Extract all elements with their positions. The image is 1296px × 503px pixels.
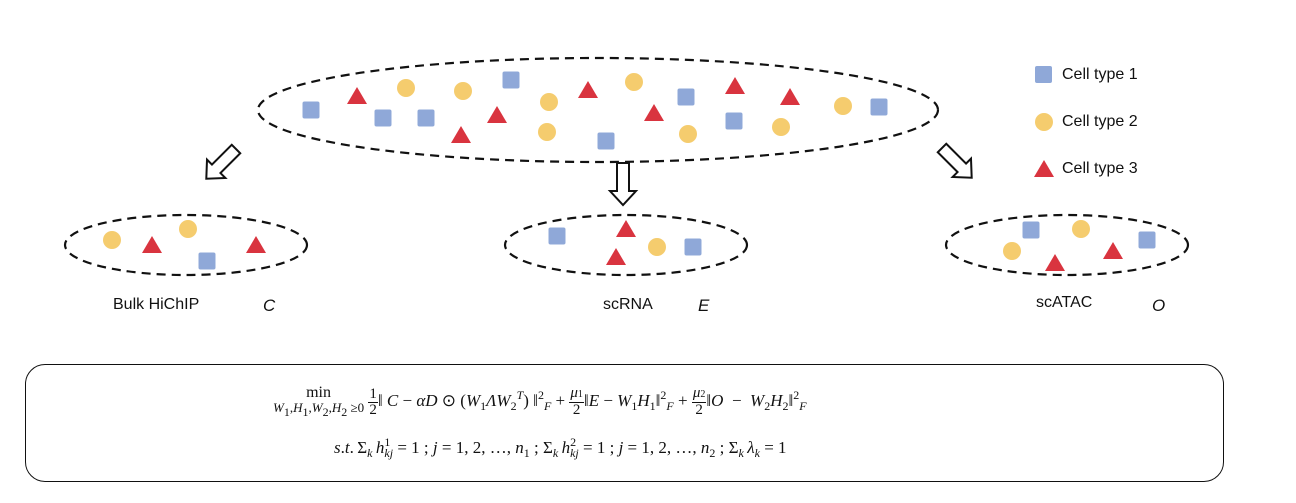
population-ellipse <box>256 56 940 164</box>
constraints: s.t. Σk h1kj = 1 ; j = 1, 2, …, n1 ; Σk … <box>334 435 787 460</box>
scrna-label: scRNA <box>603 296 653 313</box>
legend-label-cell-type-3: Cell type 3 <box>1062 160 1138 177</box>
cell-type-2-circle <box>179 220 197 238</box>
cell-type-2-circle <box>1003 242 1021 260</box>
bulk-hichip-symbol: C <box>263 296 276 315</box>
cell-type-1-square <box>725 112 743 130</box>
cell-type-2-circle <box>648 238 666 256</box>
cell-type-2-circle <box>538 123 556 141</box>
cell-type-3-triangle <box>725 77 745 94</box>
cell-type-3-triangle <box>616 220 636 237</box>
cell-type-1-square <box>417 109 435 127</box>
cell-type-1-square <box>597 132 615 150</box>
cell-type-1-square <box>374 109 392 127</box>
legend-triangle-icon <box>1034 160 1054 177</box>
objective-function: min W1,H1,W2,H2 ≥0 1 2 ‖ C − αD ⊙ (W1ΛW2T)… <box>273 384 807 420</box>
cell-type-3-triangle <box>578 81 598 98</box>
cell-type-2-circle <box>103 231 121 249</box>
cell-type-1-square <box>302 101 320 119</box>
cell-type-2-circle <box>625 73 643 91</box>
cell-type-1-square <box>502 71 520 89</box>
cell-type-3-triangle <box>1103 242 1123 259</box>
arrow-to-scatac <box>936 142 973 179</box>
bulk-hichip-label: Bulk HiChIP <box>113 296 200 313</box>
population-cells <box>302 71 888 150</box>
legend-circle-icon <box>1035 113 1053 131</box>
cell-type-1-square <box>198 252 216 270</box>
cell-type-2-circle <box>540 93 558 111</box>
scrna-symbol: E <box>698 296 710 315</box>
sample-cells <box>103 220 1156 271</box>
cell-type-3-triangle <box>1045 254 1065 271</box>
min-operator: min W1,H1,W2,H2 ≥0 <box>273 384 365 420</box>
arrow-to-scrna <box>607 162 639 207</box>
scrna-ellipse <box>503 213 749 277</box>
cell-type-3-triangle <box>246 236 266 253</box>
cell-type-1-square <box>548 227 566 245</box>
bulk-hichip-ellipse <box>63 213 309 277</box>
cell-type-2-circle <box>454 82 472 100</box>
legend-square-icon <box>1035 66 1052 83</box>
scatac-label: scATAC <box>1036 294 1093 311</box>
cell-type-2-circle <box>679 125 697 143</box>
cell-type-1-square <box>677 88 695 106</box>
cell-type-3-triangle <box>606 248 626 265</box>
cell-type-3-triangle <box>780 88 800 105</box>
cell-type-1-square <box>684 238 702 256</box>
cell-type-1-square <box>1022 221 1040 239</box>
cell-type-3-triangle <box>451 126 471 143</box>
scatac-symbol: O <box>1152 296 1166 315</box>
arrow-to-bulk <box>205 143 242 180</box>
cell-type-2-circle <box>397 79 415 97</box>
cell-type-3-triangle <box>142 236 162 253</box>
cell-type-2-circle <box>1072 220 1090 238</box>
scatac-ellipse <box>944 213 1190 277</box>
cell-type-3-triangle <box>487 106 507 123</box>
legend-label-cell-type-2: Cell type 2 <box>1062 113 1138 130</box>
min-constraint-variables: W1,H1,W2,H2 ≥0 <box>273 400 365 420</box>
cell-type-2-circle <box>772 118 790 136</box>
cell-type-2-circle <box>834 97 852 115</box>
objective-formula-box: min W1,H1,W2,H2 ≥0 1 2 ‖ C − αD ⊙ (W1ΛW2T)… <box>25 364 1224 482</box>
legend-label-cell-type-1: Cell type 1 <box>1062 66 1138 83</box>
cell-type-1-square <box>870 98 888 116</box>
cell-type-3-triangle <box>347 87 367 104</box>
cell-type-1-square <box>1138 231 1156 249</box>
cell-type-3-triangle <box>644 104 664 121</box>
